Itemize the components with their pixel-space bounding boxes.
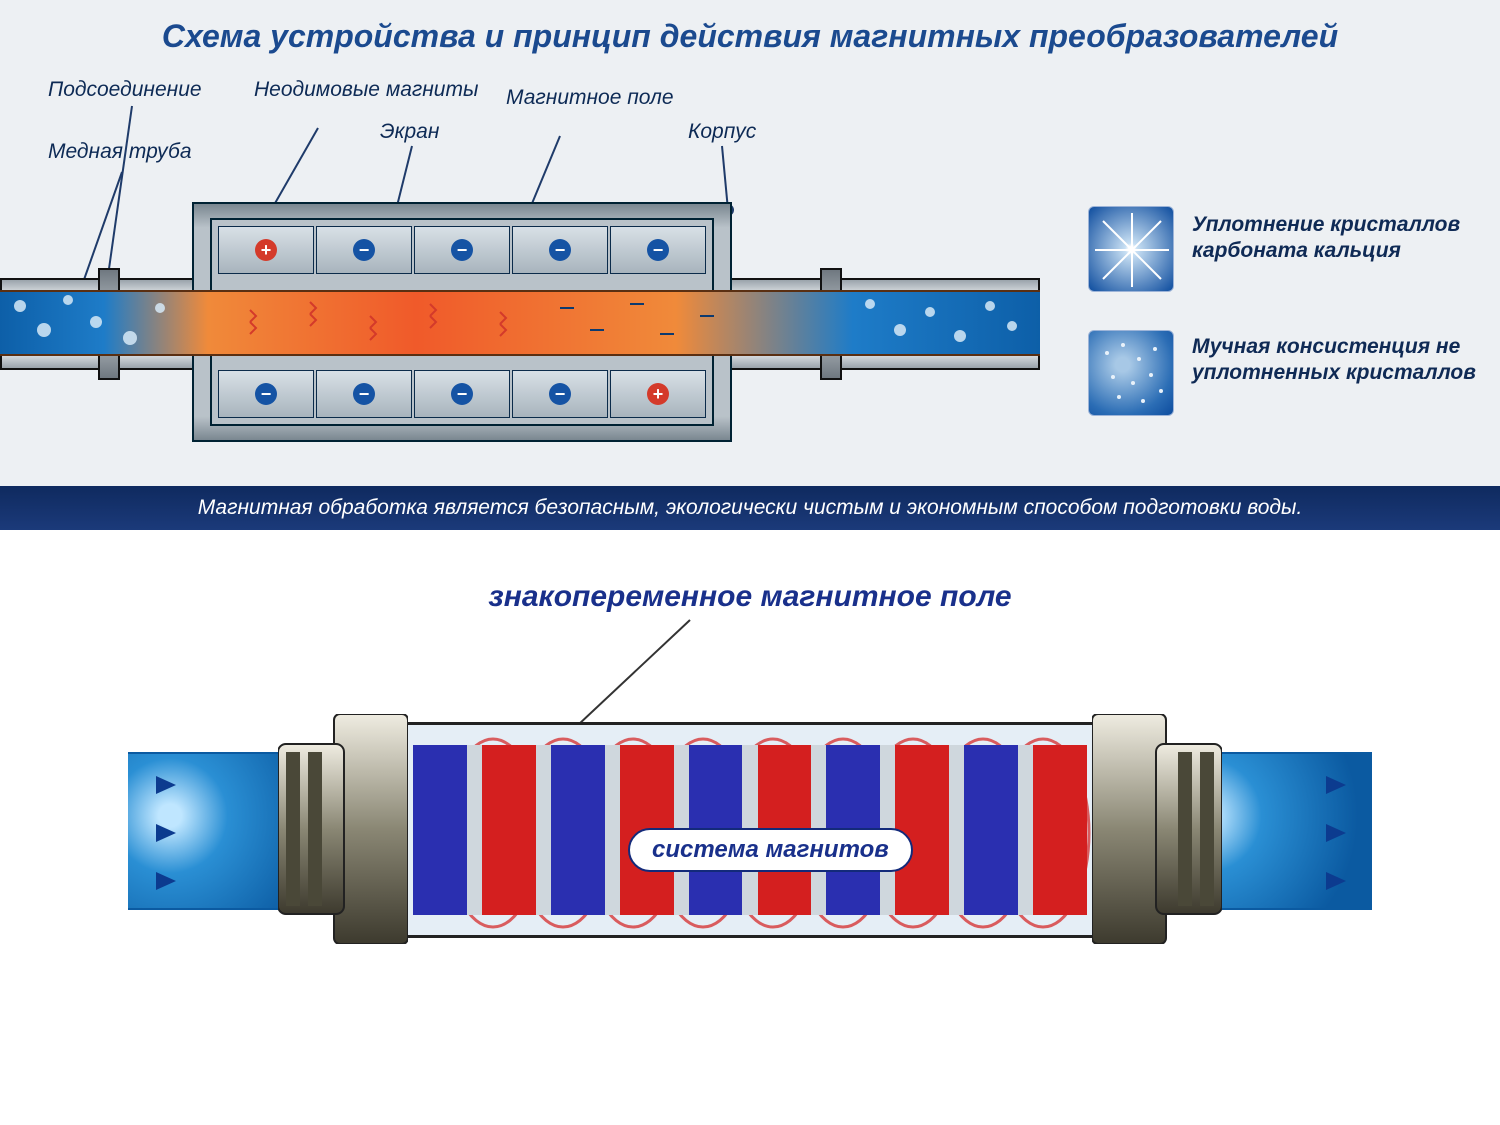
- label-body: Корпус: [688, 120, 756, 144]
- label-copper-pipe-text: Медная труба: [48, 140, 192, 163]
- arrow-left-3: [156, 872, 176, 890]
- grain-icon: [1089, 331, 1175, 417]
- bottom-title: знакопеременное магнитное поле: [0, 580, 1500, 614]
- legend-text-loose: Мучная консистенция не уплотненных крист…: [1192, 334, 1500, 387]
- arrow-left-1: [156, 776, 176, 794]
- flow-tube: [0, 290, 1040, 356]
- magnet-system-label: система магнитов: [628, 828, 913, 872]
- top-panel: Схема устройства и принцип действия магн…: [0, 0, 1500, 530]
- fitting-left: [278, 714, 408, 944]
- arrow-right-1: [1326, 776, 1346, 794]
- magnet-row-top: + − − − −: [218, 226, 706, 274]
- magnet-row-bottom: − − − − +: [218, 370, 706, 418]
- label-magnetic-field: Магнитное поле: [506, 86, 674, 110]
- legend-text-dense: Уплотнение кристаллов карбоната кальция: [1192, 212, 1492, 265]
- diagram-title: Схема устройства и принцип действия магн…: [0, 18, 1500, 55]
- label-neodymium: Неодимовые магниты: [254, 78, 478, 102]
- legend-icon-dense: [1088, 206, 1174, 292]
- label-neodymium-text: Неодимовые магниты: [254, 78, 478, 101]
- fitting-right: [1092, 714, 1222, 944]
- label-screen: Экран: [380, 120, 439, 144]
- bottom-panel: знакопеременное магнитное поле: [0, 580, 1500, 1100]
- label-copper-pipe: Медная труба: [48, 140, 192, 164]
- snowflake-icon: [1089, 207, 1175, 293]
- arrow-right-3: [1326, 872, 1346, 890]
- footer-text: Магнитная обработка является безопасным,…: [0, 486, 1500, 530]
- label-magnetic-field-text: Магнитное поле: [506, 86, 674, 109]
- arrow-left-2: [156, 824, 176, 842]
- legend-icon-loose: [1088, 330, 1174, 416]
- label-connection: Подсоединение: [48, 78, 202, 102]
- arrow-right-2: [1326, 824, 1346, 842]
